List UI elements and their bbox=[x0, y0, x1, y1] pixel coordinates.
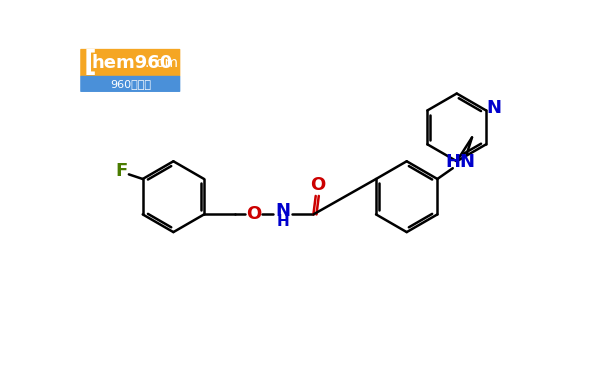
Text: N: N bbox=[275, 202, 290, 220]
Text: .com: .com bbox=[144, 56, 178, 70]
Text: [: [ bbox=[84, 49, 97, 77]
Text: 960化工网: 960化工网 bbox=[110, 79, 151, 89]
Text: HN: HN bbox=[445, 153, 476, 171]
FancyBboxPatch shape bbox=[80, 49, 180, 76]
FancyBboxPatch shape bbox=[80, 76, 180, 92]
Text: F: F bbox=[115, 162, 127, 180]
Text: O: O bbox=[310, 176, 325, 194]
Text: hem960: hem960 bbox=[92, 54, 173, 72]
Text: N: N bbox=[486, 99, 502, 117]
Text: H: H bbox=[276, 214, 289, 229]
Text: O: O bbox=[246, 206, 261, 224]
